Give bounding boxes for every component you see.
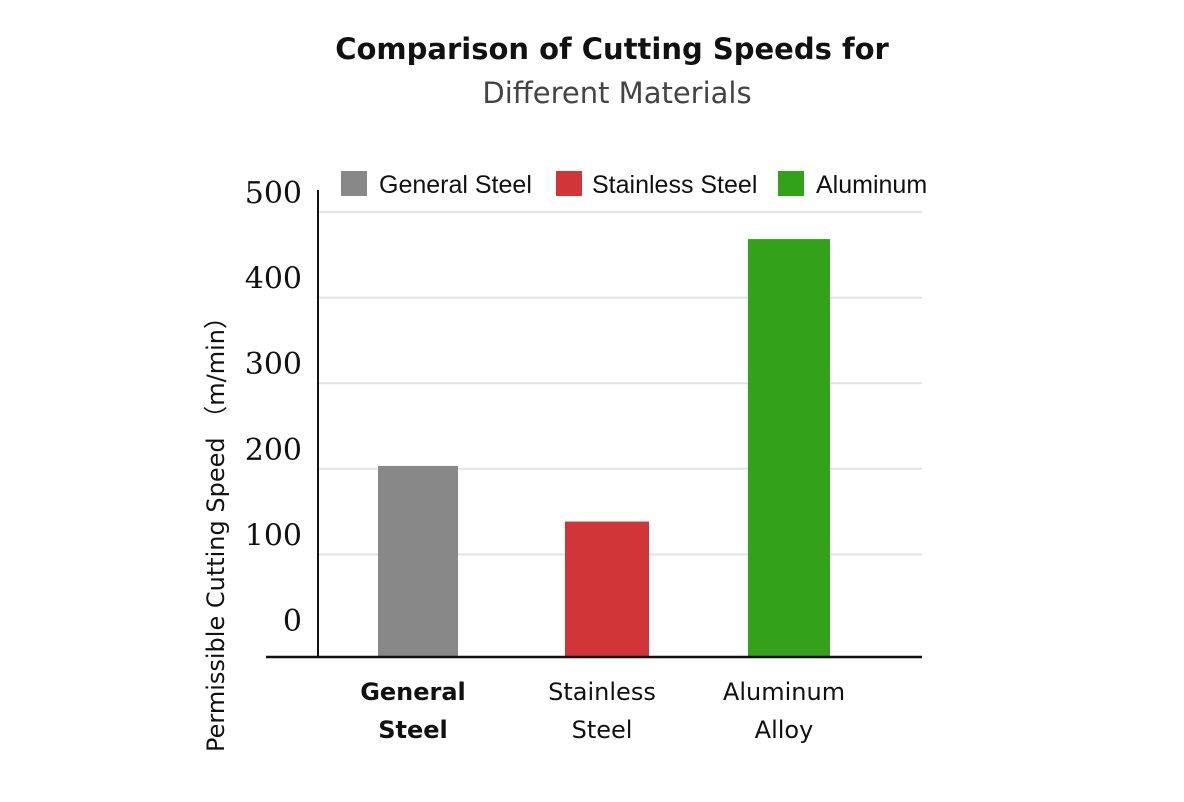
y-tick-label: 100 bbox=[245, 518, 302, 553]
y-tick-label: 500 bbox=[245, 176, 302, 211]
y-tick-label: 300 bbox=[245, 347, 302, 382]
legend-label: Aluminum bbox=[816, 171, 927, 199]
x-category-label: Alloy bbox=[755, 716, 814, 744]
x-category-label: Steel bbox=[378, 716, 448, 744]
y-tick-label: 200 bbox=[245, 433, 302, 468]
y-tick-label: 0 bbox=[283, 604, 302, 639]
bar-stainless-steel bbox=[565, 521, 649, 657]
legend-swatch bbox=[778, 171, 804, 196]
chart-subtitle: Different Materials bbox=[482, 76, 752, 110]
x-category-label: Steel bbox=[572, 716, 633, 744]
legend-label: General Steel bbox=[379, 171, 532, 199]
x-category-label: Stainless bbox=[548, 678, 656, 706]
y-axis-label: Permissible Cutting Speed （m/min） bbox=[202, 305, 230, 752]
bar-aluminum-alloy bbox=[748, 239, 830, 657]
bar-general-steel bbox=[378, 465, 458, 657]
legend-swatch bbox=[556, 171, 582, 196]
x-category-label: Aluminum bbox=[723, 678, 845, 706]
chart-title: Comparison of Cutting Speeds for bbox=[335, 32, 889, 66]
x-category-label: General bbox=[360, 678, 466, 706]
legend-swatch bbox=[341, 171, 367, 196]
legend-label: Stainless Steel bbox=[592, 171, 757, 199]
y-tick-label: 400 bbox=[245, 262, 302, 297]
